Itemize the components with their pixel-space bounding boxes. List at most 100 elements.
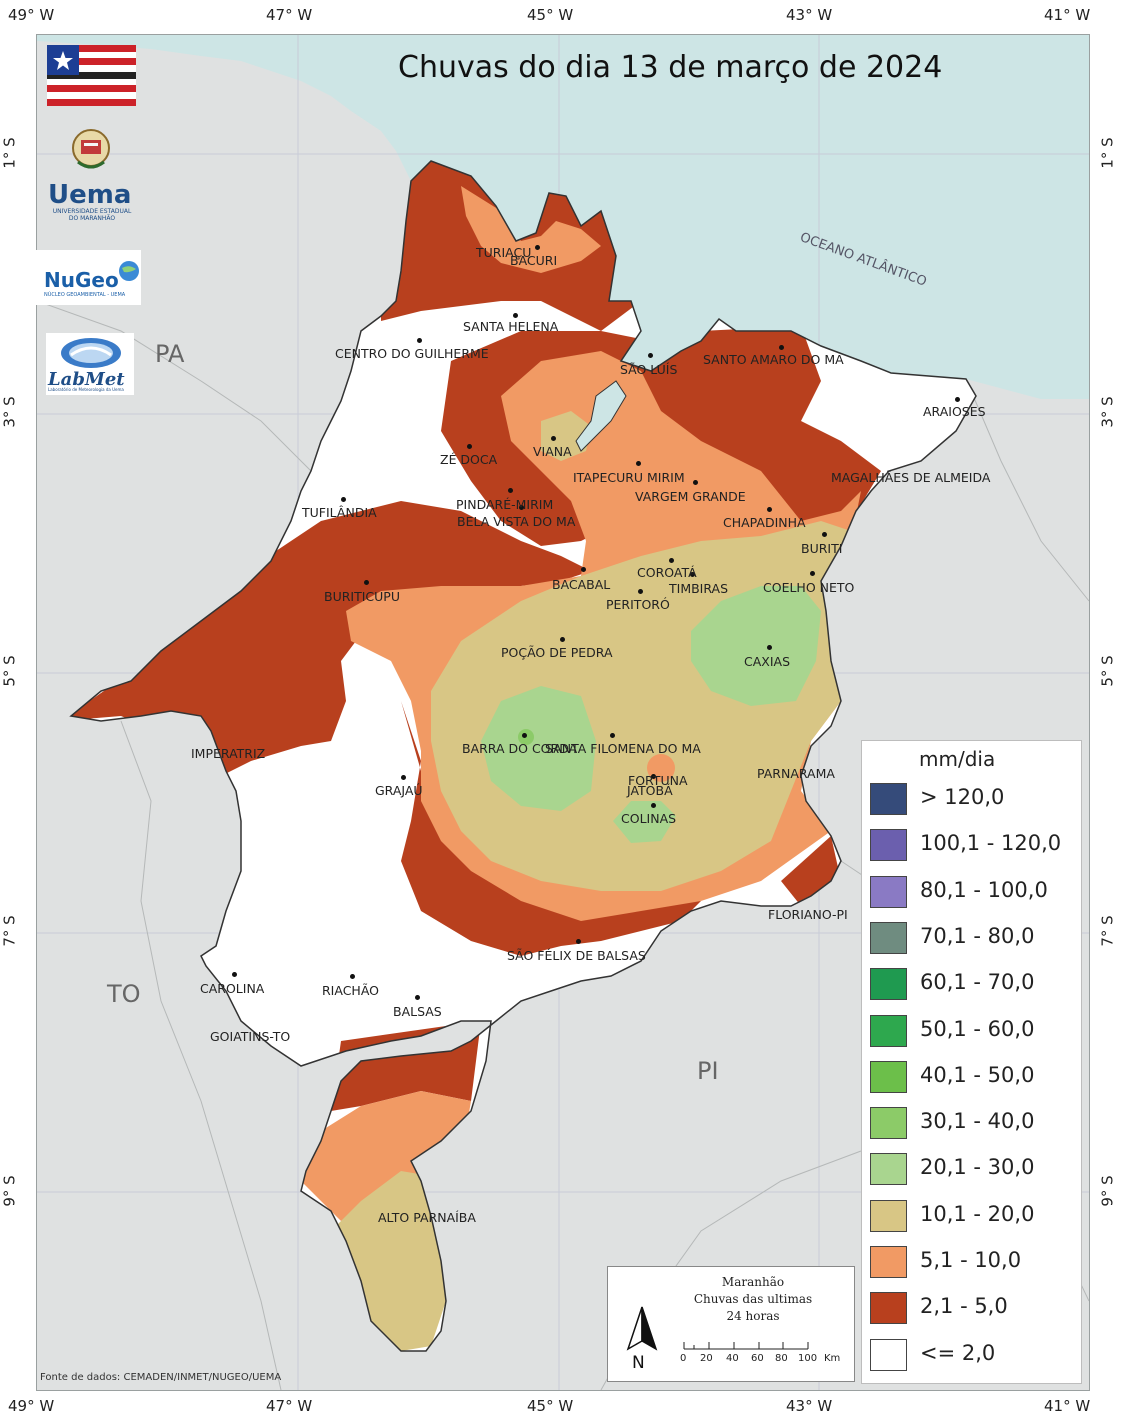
legend-label: 60,1 - 70,0: [920, 970, 1035, 995]
zone-bacuri-light: [461, 186, 601, 273]
legend-row: 100,1 - 120,0: [870, 829, 1080, 867]
state-label-to: TO: [107, 980, 141, 1008]
city-label-bacabal: BACABAL: [552, 577, 611, 592]
city-label-magalhaes: MAGALHÃES DE ALMEIDA: [831, 470, 991, 485]
legend-label: 20,1 - 30,0: [920, 1155, 1035, 1180]
city-label-tufilandia: TUFILÂNDIA: [302, 505, 377, 520]
zone-alto-parnaiba-tan: [331, 1171, 446, 1351]
city-label-pindare-mirim: PINDARÉ-MIRIM: [456, 497, 554, 512]
city-dot-ze-doca: [467, 444, 472, 449]
legend-row: > 120,0: [870, 783, 1080, 821]
city-dot-santa-filomena: [610, 733, 615, 738]
city-label-ze-doca: ZÉ DOCA: [440, 452, 498, 467]
labmet-logo-subtitle: Laboratório de Meteorologia da Uema: [48, 387, 124, 392]
lon-label-43w-bottom: 43° W: [786, 1397, 833, 1415]
legend-row: <= 2,0: [870, 1338, 1080, 1377]
city-label-coroata: COROATÁ: [637, 565, 697, 580]
city-label-pocao-de-pedra: POÇÃO DE PEDRA: [501, 645, 613, 660]
legend-row: 80,1 - 100,0: [870, 875, 1080, 914]
legend-swatch: [870, 1060, 907, 1093]
legend-swatch: [870, 1246, 907, 1278]
city-dot-riachao: [350, 974, 355, 979]
scale-bar: 0 20 40 60 80 100 Km: [678, 1337, 848, 1377]
nugeo-logo-text: NuGeo: [44, 268, 119, 292]
legend-row: 70,1 - 80,0: [870, 921, 1080, 960]
city-label-floriano: FLORIANO-PI: [768, 907, 848, 922]
legend-row: 60,1 - 70,0: [870, 968, 1080, 1006]
legend-swatch: [870, 1014, 907, 1047]
legend-row: 2,1 - 5,0: [870, 1292, 1080, 1330]
legend-row: 30,1 - 40,0: [870, 1107, 1080, 1145]
lat-label-5s-right: 5° S: [1098, 655, 1117, 687]
city-dot-caxias: [767, 645, 772, 650]
city-label-sao-felix: SÃO FÉLIX DE BALSAS: [507, 948, 646, 963]
city-label-peritoro: PERITORÓ: [606, 597, 670, 612]
info-box: Maranhão Chuvas das ultimas 24 horas N 0…: [607, 1266, 855, 1382]
uema-logo: Uema UNIVERSIDADE ESTADUAL DO MARANHÃO: [48, 180, 133, 222]
maranhao-flag: [47, 45, 136, 106]
info-subtitle: Chuvas das ultimas: [693, 1292, 813, 1306]
city-dot-grajau: [401, 775, 406, 780]
city-dot-coroata: [669, 558, 674, 563]
zone-viana-tan: [541, 411, 591, 461]
scale-tick-40: 40: [726, 1353, 739, 1364]
lat-label-1s-right: 1° S: [1098, 137, 1117, 169]
lon-label-49w-top: 49° W: [8, 6, 55, 24]
city-label-chapadinha: CHAPADINHA: [723, 515, 806, 530]
info-region: Maranhão: [721, 1275, 785, 1289]
legend-label: 30,1 - 40,0: [920, 1109, 1035, 1134]
city-label-timbiras: TIMBIRAS: [669, 581, 729, 596]
data-source-note: Fonte de dados: CEMADEN/INMET/NUGEO/UEMA: [40, 1372, 282, 1383]
city-label-parnarama: PARNARAMA: [757, 766, 835, 781]
city-label-bacuri: BACURI: [510, 253, 558, 268]
city-dot-timbiras: [690, 572, 695, 577]
legend-label: 100,1 - 120,0: [920, 831, 1062, 856]
city-label-riachao: RIACHÃO: [322, 983, 380, 998]
city-label-viana: VIANA: [533, 444, 572, 459]
uema-emblem: [72, 129, 110, 169]
legend: mm/dia > 120,0 100,1 - 120,0 80,1 - 100,0 7…: [861, 740, 1082, 1384]
city-label-buriticupu: BURITICUPU: [324, 589, 400, 604]
lat-label-7s-left: 7° S: [0, 915, 19, 947]
lat-label-3s-right: 3° S: [1098, 396, 1117, 428]
legend-swatch: [870, 875, 907, 908]
legend-label: <= 2,0: [920, 1340, 996, 1365]
legend-label: 10,1 - 20,0: [920, 1201, 1035, 1226]
legend-swatch: [870, 1153, 907, 1186]
lon-label-45w-bottom: 45° W: [527, 1397, 574, 1415]
city-label-alto-parnaiba: ALTO PARNAÍBA: [378, 1210, 476, 1225]
lat-label-3s-left: 3° S: [0, 396, 19, 428]
legend-label: 80,1 - 100,0: [920, 877, 1048, 902]
state-label-pi: PI: [697, 1057, 719, 1085]
state-outline: [69, 160, 977, 1352]
lon-label-43w-top: 43° W: [786, 6, 833, 24]
lat-label-1s-left: 1° S: [0, 137, 19, 169]
lon-label-45w-top: 45° W: [527, 6, 574, 24]
city-dot-centro-do-guilherme: [417, 338, 422, 343]
legend-label: 2,1 - 5,0: [920, 1294, 1008, 1319]
map-title: Chuvas do dia 13 de março de 2024: [398, 50, 943, 85]
city-label-goiatins: GOIATINS-TO: [210, 1029, 291, 1044]
legend-swatch: [870, 829, 907, 862]
legend-row: 40,1 - 50,0: [870, 1060, 1080, 1099]
city-dot-araioses: [955, 397, 960, 402]
city-dot-chapadinha: [767, 507, 772, 512]
city-label-jatoba: JATOBÁ: [627, 783, 673, 798]
legend-title: mm/dia: [919, 747, 996, 771]
scale-tick-100: 100: [798, 1353, 818, 1364]
city-label-colinas: COLINAS: [621, 811, 677, 826]
city-dot-santo-amaro: [779, 345, 784, 350]
city-dot-bela-vista: [519, 505, 524, 510]
city-dot-colinas: [651, 803, 656, 808]
uema-logo-text: Uema: [48, 180, 132, 210]
ocean-area: [37, 35, 1089, 399]
city-dot-coelho-neto: [810, 571, 815, 576]
city-label-balsas: BALSAS: [393, 1004, 442, 1019]
city-label-centro-do-guilherme: CENTRO DO GUILHERME: [335, 346, 489, 361]
city-label-barra-do-corda: BARRA DO CORDA: [462, 741, 578, 756]
city-label-imperatriz: IMPERATRIZ: [191, 746, 266, 761]
city-label-caxias: CAXIAS: [744, 654, 791, 669]
city-dot-buriti: [822, 532, 827, 537]
city-label-coelho-neto: COELHO NETO: [763, 580, 855, 595]
legend-swatch: [870, 1199, 907, 1232]
